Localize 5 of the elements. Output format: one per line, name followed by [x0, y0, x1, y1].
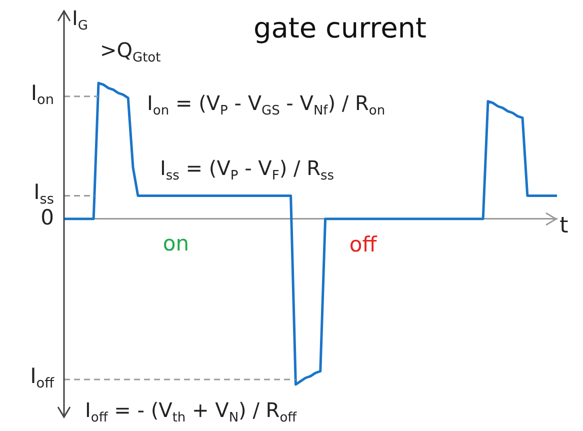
chart-title: gate current: [253, 11, 427, 44]
ref-line-label: 0: [40, 205, 54, 230]
annotation: on: [162, 231, 190, 256]
annotation: off: [349, 232, 378, 256]
x-axis-title: t: [560, 214, 569, 239]
